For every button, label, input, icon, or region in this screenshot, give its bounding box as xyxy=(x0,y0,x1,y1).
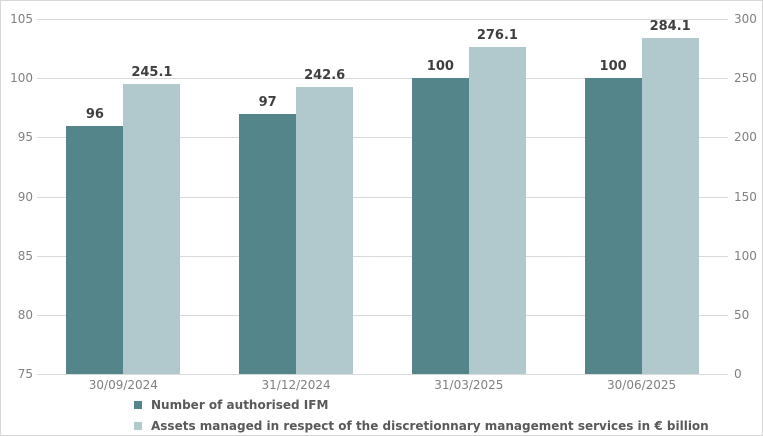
right-axis-tick-label: 250 xyxy=(734,71,757,85)
bar-value-label: 284.1 xyxy=(649,19,691,34)
bar-group: 97 242.6 xyxy=(210,19,383,374)
gridline xyxy=(37,315,728,316)
x-axis-label: 30/06/2025 xyxy=(607,378,677,392)
right-axis-tick-label: 50 xyxy=(734,308,750,322)
left-axis-tick-label: 105 xyxy=(10,12,33,26)
bar-value-label: 245.1 xyxy=(131,65,173,80)
left-axis-tick-label: 90 xyxy=(17,190,33,204)
legend-item: Number of authorised IFM xyxy=(134,394,709,415)
right-axis: 300 250 200 150 100 50 0 xyxy=(734,12,762,381)
legend: Number of authorised IFM Assets managed i… xyxy=(134,394,709,435)
x-axis-label: 31/03/2025 xyxy=(434,378,504,392)
legend-item: Assets managed in respect of the discret… xyxy=(134,415,709,435)
bar-pair: 100 276.1 xyxy=(411,28,526,374)
bar-groups: 96 245.1 97 242.6 100 276.1 100 284.1 xyxy=(37,19,728,374)
gridline xyxy=(37,374,728,375)
bar-pair: 100 284.1 xyxy=(584,19,699,374)
bar-pair: 96 245.1 xyxy=(66,65,181,374)
bar: 276.1 xyxy=(468,28,526,374)
bar-group: 96 245.1 xyxy=(37,19,210,374)
left-axis-tick-label: 80 xyxy=(17,308,33,322)
gridline xyxy=(37,78,728,79)
x-axis-label: 31/12/2024 xyxy=(261,378,331,392)
bar: 97 xyxy=(239,95,297,374)
right-axis-tick-label: 300 xyxy=(734,12,757,26)
left-axis-tick-label: 100 xyxy=(10,71,33,85)
right-axis-tick-label: 150 xyxy=(734,190,757,204)
legend-label: Number of authorised IFM xyxy=(151,397,329,412)
x-axis-labels: 30/09/2024 31/12/2024 31/03/2025 30/06/2025 xyxy=(37,378,728,392)
bar-pair: 97 242.6 xyxy=(239,68,354,374)
bar-group: 100 284.1 xyxy=(555,19,728,374)
legend-marker-icon xyxy=(134,421,142,430)
bar-value-label: 96 xyxy=(85,107,104,122)
bar-value-label: 276.1 xyxy=(476,28,518,43)
bar-value-label: 242.6 xyxy=(304,68,346,83)
bar-group: 100 276.1 xyxy=(383,19,556,374)
x-axis-label: 30/09/2024 xyxy=(88,378,158,392)
bar-value-label: 97 xyxy=(258,95,277,110)
left-axis-tick-label: 95 xyxy=(17,130,33,144)
bar-value-label: 100 xyxy=(426,59,454,74)
bar: 242.6 xyxy=(296,68,354,374)
plot-area: 96 245.1 97 242.6 100 276.1 100 284.1 xyxy=(37,19,728,375)
left-axis-tick-label: 75 xyxy=(17,367,33,381)
bar: 245.1 xyxy=(123,65,181,374)
bar: 100 xyxy=(584,59,642,374)
bar: 100 xyxy=(411,59,469,374)
bar: 96 xyxy=(66,107,124,374)
left-axis: 105 100 95 90 85 80 75 xyxy=(3,12,33,381)
gridline xyxy=(37,256,728,257)
gridline xyxy=(37,137,728,138)
right-axis-tick-label: 200 xyxy=(734,130,757,144)
gridline xyxy=(37,19,728,20)
right-axis-tick-label: 100 xyxy=(734,249,757,263)
bar: 284.1 xyxy=(641,19,699,374)
right-axis-tick-label: 0 xyxy=(734,367,742,381)
gridline xyxy=(37,197,728,198)
legend-label: Assets managed in respect of the discret… xyxy=(151,418,709,433)
bar-value-label: 100 xyxy=(599,59,627,74)
left-axis-tick-label: 85 xyxy=(17,249,33,263)
legend-marker-icon xyxy=(134,400,142,409)
